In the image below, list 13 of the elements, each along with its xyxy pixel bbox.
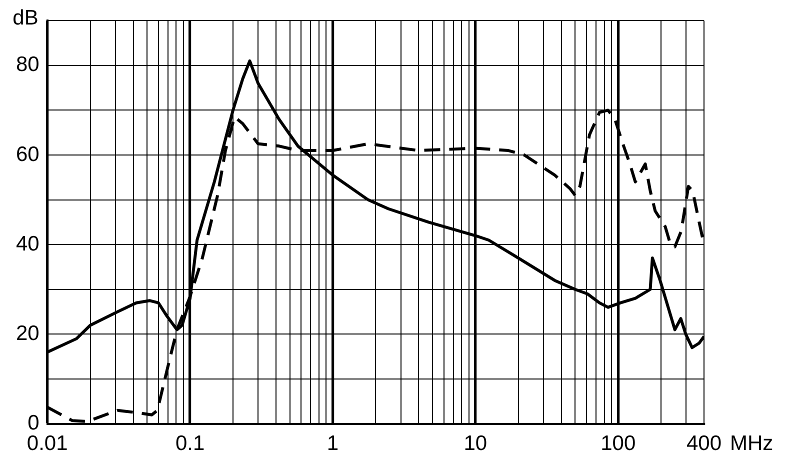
x-tick-label: 1 <box>326 432 339 456</box>
x-tick-label: 400 <box>686 432 722 456</box>
x-tick-label: 0.01 <box>26 432 68 456</box>
x-axis-title: MHz <box>730 432 774 456</box>
y-tick-label: 40 <box>16 232 40 256</box>
y-tick-label: 80 <box>16 53 40 76</box>
y-axis-title: dB <box>12 6 38 30</box>
y-tick-label: 0 <box>28 412 40 435</box>
x-tick-label: 0.1 <box>175 432 205 456</box>
x-tick-label: 10 <box>464 432 488 456</box>
y-tick-label: 20 <box>16 322 40 345</box>
x-tick-label: 100 <box>600 432 636 456</box>
y-tick-label: 60 <box>16 142 40 166</box>
